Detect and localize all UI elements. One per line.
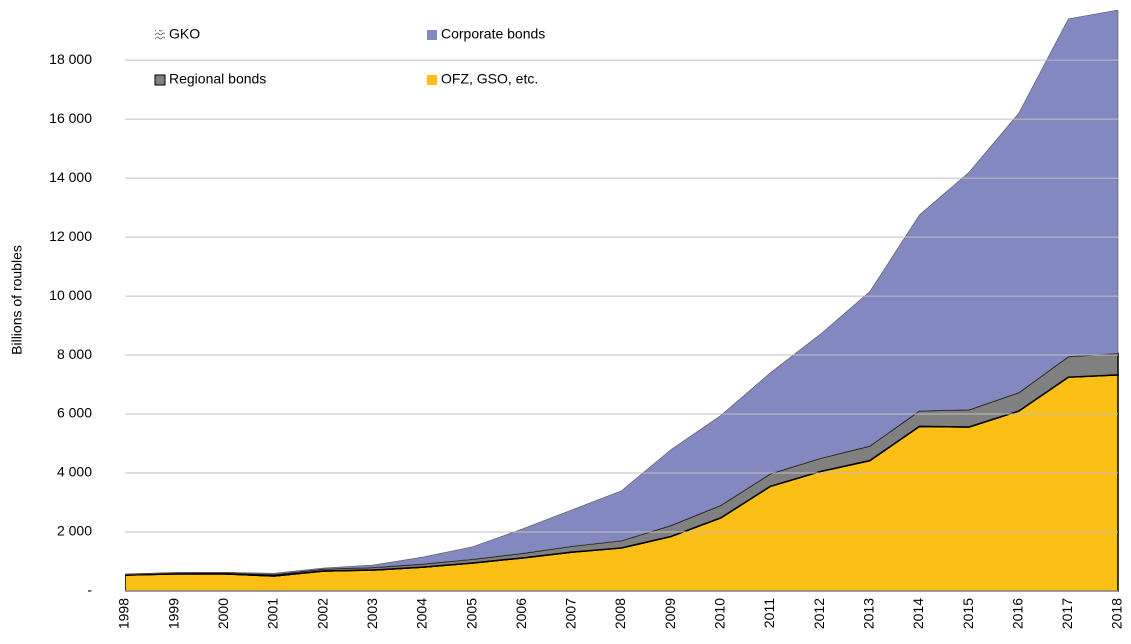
x-tick-label: 1998 — [116, 598, 132, 629]
x-tick-label: 2008 — [612, 598, 628, 629]
area — [125, 10, 1119, 575]
y-tick-label: 10 000 — [49, 287, 92, 303]
plot-area — [125, 10, 1119, 592]
x-tick-label: 2017 — [1059, 598, 1075, 629]
legend-marker — [427, 30, 437, 40]
y-axis-label: Billions of roubles — [9, 245, 25, 355]
x-tick-label: 1999 — [165, 598, 181, 629]
y-tick-label: 18 000 — [49, 51, 92, 67]
x-tick-label: 2001 — [265, 598, 281, 629]
legend-label: GKO — [169, 26, 200, 42]
legend-marker — [427, 75, 437, 85]
legend-label: Corporate bonds — [441, 26, 545, 42]
y-tick-label: - — [87, 582, 92, 598]
x-tick-label: 2013 — [860, 598, 876, 629]
x-tick-label: 2006 — [513, 598, 529, 629]
x-tick-label: 2007 — [563, 598, 579, 629]
x-tick-label: 2016 — [1009, 598, 1025, 629]
legend-marker — [154, 74, 166, 86]
x-tick-label: 2014 — [910, 598, 926, 629]
x-tick-label: 2010 — [712, 598, 728, 629]
x-tick-label: 2003 — [364, 598, 380, 629]
x-tick-label: 2015 — [960, 598, 976, 629]
y-tick-label: 14 000 — [49, 169, 92, 185]
x-tick-label: 2018 — [1109, 598, 1125, 629]
x-tick-label: 2012 — [811, 598, 827, 629]
y-tick-label: 2 000 — [57, 523, 92, 539]
x-tick-label: 2009 — [662, 598, 678, 629]
x-tick-label: 2000 — [215, 598, 231, 629]
x-tick-label: 2005 — [463, 598, 479, 629]
y-tick-label: 6 000 — [57, 405, 92, 421]
y-tick-label: 8 000 — [57, 346, 92, 362]
y-tick-label: 16 000 — [49, 110, 92, 126]
x-tick-label: 2002 — [314, 598, 330, 629]
legend-marker — [155, 30, 165, 40]
y-tick-label: 12 000 — [49, 228, 92, 244]
legend-label: OFZ, GSO, etc. — [441, 71, 538, 87]
y-tick-label: 4 000 — [57, 464, 92, 480]
x-tick-label: 2011 — [761, 598, 777, 628]
x-tick-label: 2004 — [414, 598, 430, 629]
legend-label: Regional bonds — [169, 71, 266, 87]
